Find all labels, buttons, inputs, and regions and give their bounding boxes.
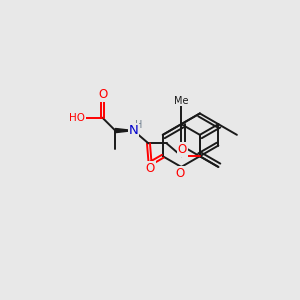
Text: N: N bbox=[129, 124, 138, 137]
Text: O: O bbox=[145, 162, 154, 175]
Text: O: O bbox=[178, 143, 187, 156]
Text: O: O bbox=[144, 165, 153, 178]
Polygon shape bbox=[115, 128, 134, 133]
Text: Me: Me bbox=[174, 96, 188, 106]
Text: H: H bbox=[135, 120, 142, 130]
Text: HO: HO bbox=[69, 113, 85, 123]
Text: O: O bbox=[98, 88, 108, 101]
Text: O: O bbox=[175, 167, 184, 180]
